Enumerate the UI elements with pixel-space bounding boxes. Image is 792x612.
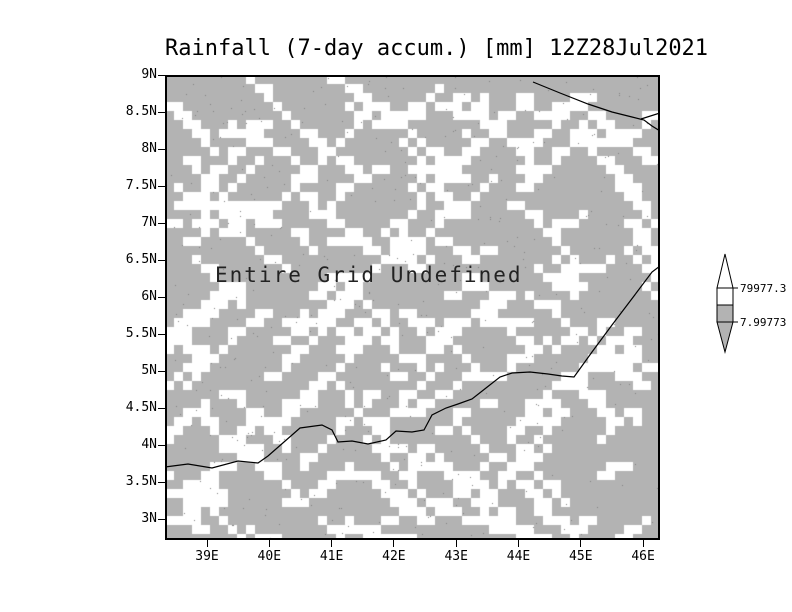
colorbar-top-arrow xyxy=(716,253,734,289)
colorbar-label-upper: 79977.3 xyxy=(740,282,786,295)
x-tick-mark xyxy=(268,540,270,547)
y-tick-mark xyxy=(158,223,165,224)
x-tick-label: 44E xyxy=(506,549,531,564)
y-tick-label: 5N xyxy=(141,363,157,378)
x-tick-label: 42E xyxy=(382,549,406,564)
y-tick-mark xyxy=(158,408,165,409)
x-tick-label: 45E xyxy=(569,549,593,564)
y-tick-label: 4.5N xyxy=(125,400,157,415)
y-tick-label: 3N xyxy=(141,511,157,526)
map-coastlines xyxy=(165,81,660,469)
x-tick-mark xyxy=(518,540,519,547)
x-tick-label: 46E xyxy=(631,549,655,564)
grid-undefined-label: Entire Grid Undefined xyxy=(215,263,523,287)
colorbar-label-lower: 7.99773 xyxy=(740,316,786,329)
coastline-main xyxy=(165,265,660,469)
x-tick-label: 40E xyxy=(257,549,282,564)
y-tick-mark xyxy=(158,445,165,446)
y-tick-label: 9N xyxy=(141,67,157,82)
x-tick-mark xyxy=(580,540,582,547)
y-tick-label: 8N xyxy=(141,141,157,156)
y-tick-label: 7.5N xyxy=(125,178,157,193)
colorbar-band-white xyxy=(716,287,734,306)
y-tick-label: 4N xyxy=(141,437,157,452)
x-tick-mark xyxy=(642,540,644,547)
y-tick-mark xyxy=(158,297,165,298)
y-tick-label: 6.5N xyxy=(125,252,157,267)
y-tick-label: 7N xyxy=(141,215,157,230)
y-tick-mark xyxy=(158,519,165,520)
x-tick-label: 41E xyxy=(319,549,344,564)
x-tick-mark xyxy=(455,540,457,547)
x-tick-label: 43E xyxy=(444,549,468,564)
y-tick-mark xyxy=(158,334,165,335)
chart-title: Rainfall (7-day accum.) [mm] 12Z28Jul202… xyxy=(165,36,709,61)
x-tick-mark xyxy=(206,540,208,547)
y-tick-mark xyxy=(158,75,165,76)
colorbar-bottom-arrow xyxy=(716,321,734,354)
y-tick-mark xyxy=(158,371,165,372)
plot-area: Entire Grid Undefined xyxy=(165,75,660,540)
coastline-top-right xyxy=(532,81,660,132)
y-tick-label: 6N xyxy=(141,289,157,304)
y-tick-mark xyxy=(158,482,165,483)
y-tick-mark xyxy=(158,186,165,187)
colorbar-band-gray xyxy=(716,304,734,323)
y-tick-mark xyxy=(158,260,165,261)
y-tick-label: 5.5N xyxy=(125,326,157,341)
y-tick-label: 3.5N xyxy=(125,474,157,489)
coastline-top-right-branch xyxy=(640,112,660,120)
x-tick-mark xyxy=(331,540,333,547)
y-tick-mark xyxy=(158,149,165,150)
y-tick-label: 8.5N xyxy=(125,104,157,119)
y-tick-mark xyxy=(158,112,165,113)
x-tick-label: 39E xyxy=(195,549,219,564)
x-tick-mark xyxy=(393,540,395,547)
colorbar: 79977.3 7.99773 xyxy=(716,253,786,354)
